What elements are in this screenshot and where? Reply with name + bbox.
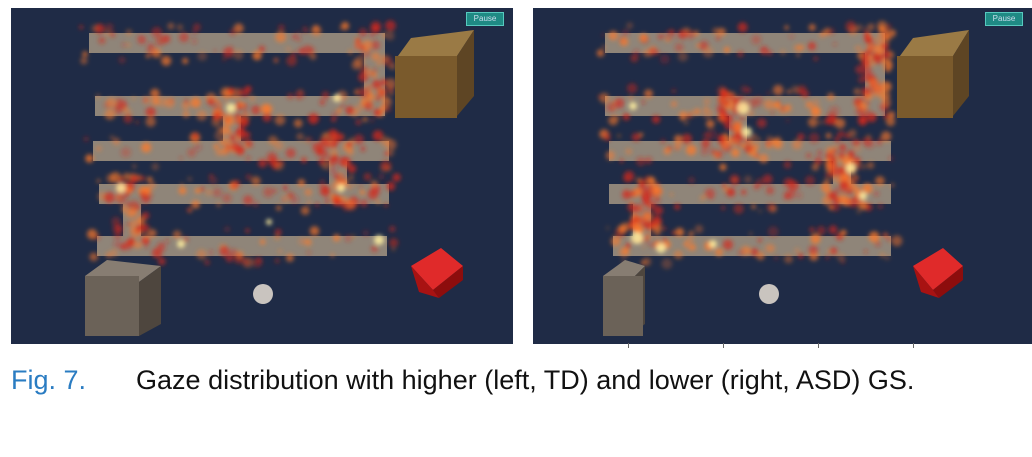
crate-icon	[395, 30, 474, 118]
gaze-panel-td: Pause	[11, 8, 513, 344]
grey-cube-icon	[603, 260, 645, 336]
pause-button[interactable]: Pause	[985, 12, 1023, 26]
figure-caption: Fig. 7. Gaze distribution with higher (le…	[11, 364, 1013, 397]
ball-icon	[253, 284, 273, 304]
crate-icon	[897, 30, 969, 118]
maze-scene-asd	[533, 8, 1032, 344]
maze-scene-td	[11, 8, 513, 344]
red-cube-icon	[411, 248, 463, 298]
grey-cube-icon	[85, 260, 161, 336]
gaze-panel-asd: Pause	[533, 8, 1032, 344]
figure-label: Fig. 7.	[11, 365, 87, 395]
ball-icon	[759, 284, 779, 304]
red-cube-icon	[913, 248, 963, 298]
pause-button[interactable]: Pause	[466, 12, 504, 26]
gaze-heatmap	[79, 20, 401, 268]
gaze-heatmap	[596, 20, 903, 270]
axis-ticks	[533, 343, 1032, 349]
caption-text: Gaze distribution with higher (left, TD)…	[136, 365, 915, 395]
